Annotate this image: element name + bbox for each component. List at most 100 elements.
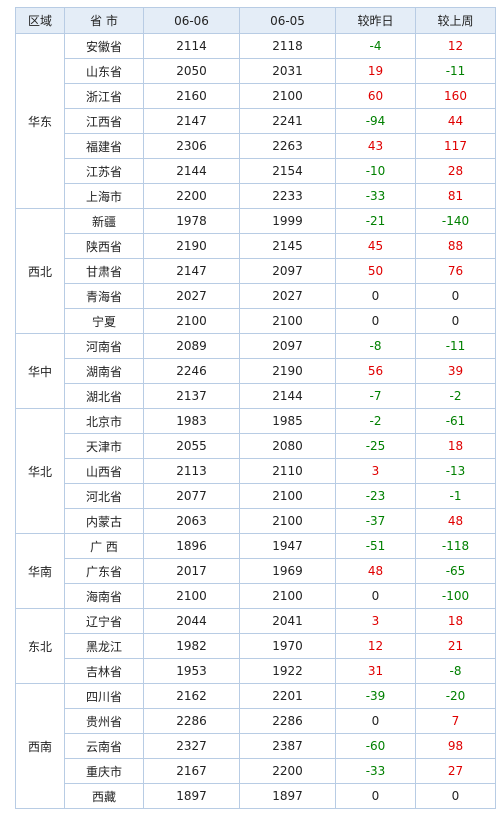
change-day-cell: 43 — [335, 133, 416, 159]
province-cell: 上海市 — [64, 183, 144, 209]
table-row: 湖南省 2246 2190 56 39 — [16, 358, 496, 384]
region-cell: 华中 — [15, 333, 65, 409]
header-region: 区域 — [15, 7, 65, 34]
price-date-2-cell: 2100 — [239, 83, 336, 109]
price-date-1-cell: 1982 — [143, 633, 240, 659]
table-row: 江西省 2147 2241 -94 44 — [16, 108, 496, 134]
province-cell: 重庆市 — [64, 758, 144, 784]
change-day-cell: 48 — [335, 558, 416, 584]
change-day-cell: 12 — [335, 633, 416, 659]
change-week-cell: -61 — [415, 408, 496, 434]
table-row: 山东省 2050 2031 19 -11 — [16, 58, 496, 84]
price-date-2-cell: 2233 — [239, 183, 336, 209]
price-date-2-cell: 2080 — [239, 433, 336, 459]
price-date-1-cell: 1896 — [143, 533, 240, 559]
price-date-1-cell: 2063 — [143, 508, 240, 534]
table-row: 云南省 2327 2387 -60 98 — [16, 733, 496, 759]
table-row: 上海市 2200 2233 -33 81 — [16, 183, 496, 209]
province-cell: 河南省 — [64, 333, 144, 359]
price-date-2-cell: 2241 — [239, 108, 336, 134]
region-cell: 华北 — [15, 408, 65, 534]
change-day-cell: 19 — [335, 58, 416, 84]
region-cell: 华南 — [15, 533, 65, 609]
change-week-cell: -13 — [415, 458, 496, 484]
price-date-1-cell: 2327 — [143, 733, 240, 759]
region-cell: 西南 — [15, 683, 65, 809]
table-row: 西藏 1897 1897 0 0 — [16, 783, 496, 809]
province-cell: 北京市 — [64, 408, 144, 434]
change-week-cell: -140 — [415, 208, 496, 234]
price-date-2-cell: 1897 — [239, 783, 336, 809]
table-row: 陕西省 2190 2145 45 88 — [16, 233, 496, 259]
price-date-2-cell: 1999 — [239, 208, 336, 234]
table-row: 浙江省 2160 2100 60 160 — [16, 83, 496, 109]
change-week-cell: 117 — [415, 133, 496, 159]
price-date-2-cell: 2097 — [239, 258, 336, 284]
change-week-cell: -65 — [415, 558, 496, 584]
province-cell: 天津市 — [64, 433, 144, 459]
price-date-1-cell: 2017 — [143, 558, 240, 584]
price-date-1-cell: 2190 — [143, 233, 240, 259]
header-date-1: 06-06 — [143, 7, 240, 34]
table-row: 东北 辽宁省 2044 2041 3 18 — [15, 608, 496, 684]
table-row: 天津市 2055 2080 -25 18 — [16, 433, 496, 459]
table-row: 华东 安徽省 2114 2118 -4 12 — [15, 33, 496, 209]
price-date-2-cell: 2154 — [239, 158, 336, 184]
table-row: 河北省 2077 2100 -23 -1 — [16, 483, 496, 509]
region-cell: 西北 — [15, 208, 65, 334]
province-cell: 西藏 — [64, 783, 144, 809]
change-week-cell: -11 — [415, 333, 496, 359]
change-day-cell: -7 — [335, 383, 416, 409]
price-date-1-cell: 2306 — [143, 133, 240, 159]
change-day-cell: 3 — [335, 458, 416, 484]
price-date-1-cell: 2137 — [143, 383, 240, 409]
change-day-cell: -4 — [335, 33, 416, 59]
region-cell: 东北 — [15, 608, 65, 684]
change-week-cell: 27 — [415, 758, 496, 784]
change-week-cell: -100 — [415, 583, 496, 609]
change-week-cell: 28 — [415, 158, 496, 184]
table-row: 重庆市 2167 2200 -33 27 — [16, 758, 496, 784]
change-week-cell: -118 — [415, 533, 496, 559]
price-date-2-cell: 2031 — [239, 58, 336, 84]
province-cell: 云南省 — [64, 733, 144, 759]
price-table: 区域 省 市 06-06 06-05 较昨日 较上周 华东 安徽省 2114 2118… — [15, 7, 496, 809]
price-date-2-cell: 2100 — [239, 583, 336, 609]
price-date-1-cell: 1978 — [143, 208, 240, 234]
province-cell: 黑龙江 — [64, 633, 144, 659]
change-week-cell: 21 — [415, 633, 496, 659]
header-vs-prev-week: 较上周 — [415, 7, 496, 34]
province-cell: 福建省 — [64, 133, 144, 159]
change-day-cell: -10 — [335, 158, 416, 184]
table-row: 湖北省 2137 2144 -7 -2 — [16, 383, 496, 409]
change-day-cell: -39 — [335, 683, 416, 709]
province-cell: 四川省 — [64, 683, 144, 709]
price-date-1-cell: 2162 — [143, 683, 240, 709]
price-date-2-cell: 1922 — [239, 658, 336, 684]
table-row: 华中 河南省 2089 2097 -8 -11 — [15, 333, 496, 409]
change-week-cell: 0 — [415, 783, 496, 809]
table-row: 福建省 2306 2263 43 117 — [16, 133, 496, 159]
province-cell: 贵州省 — [64, 708, 144, 734]
province-cell: 广东省 — [64, 558, 144, 584]
province-cell: 江苏省 — [64, 158, 144, 184]
change-day-cell: 0 — [335, 283, 416, 309]
change-week-cell: 88 — [415, 233, 496, 259]
province-cell: 甘肃省 — [64, 258, 144, 284]
province-cell: 浙江省 — [64, 83, 144, 109]
header-vs-prev-day: 较昨日 — [335, 7, 416, 34]
province-cell: 青海省 — [64, 283, 144, 309]
table-row: 西南 四川省 2162 2201 -39 -20 — [15, 683, 496, 809]
price-date-1-cell: 1953 — [143, 658, 240, 684]
price-date-1-cell: 2113 — [143, 458, 240, 484]
price-date-2-cell: 2387 — [239, 733, 336, 759]
price-date-2-cell: 1969 — [239, 558, 336, 584]
price-date-2-cell: 2100 — [239, 508, 336, 534]
table-row: 海南省 2100 2100 0 -100 — [16, 583, 496, 609]
province-cell: 陕西省 — [64, 233, 144, 259]
price-date-2-cell: 2144 — [239, 383, 336, 409]
price-date-1-cell: 2027 — [143, 283, 240, 309]
price-date-2-cell: 1947 — [239, 533, 336, 559]
price-date-1-cell: 2286 — [143, 708, 240, 734]
change-week-cell: 160 — [415, 83, 496, 109]
